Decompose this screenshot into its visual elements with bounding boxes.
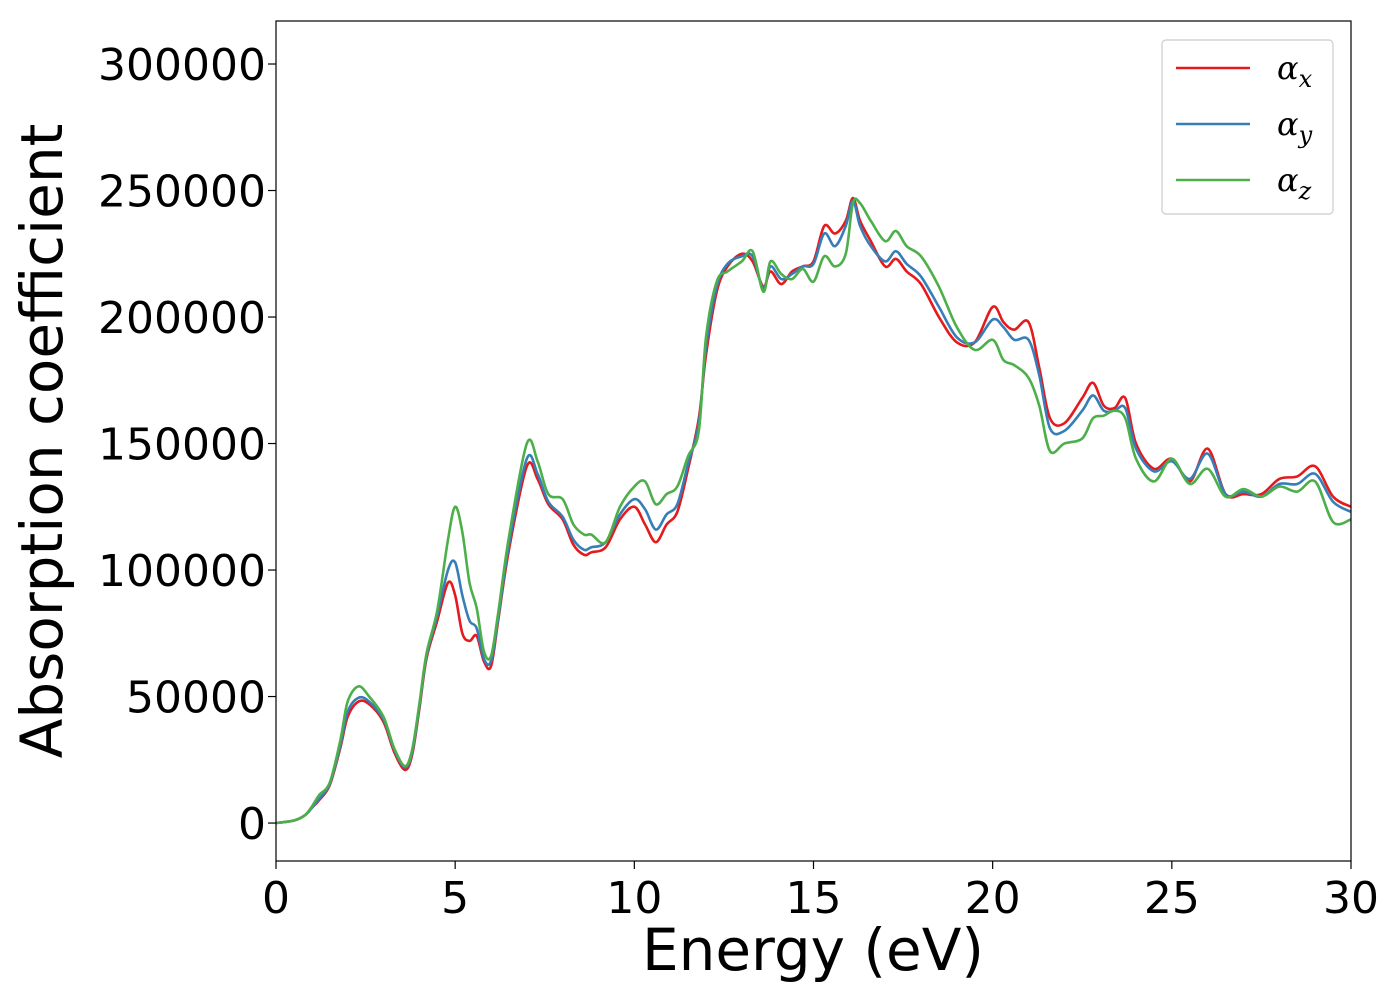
- legend-label-x: αx: [1277, 49, 1313, 93]
- legend-label-z: αz: [1277, 161, 1312, 205]
- y-axis-label: Absorption coefficient: [8, 124, 76, 759]
- x-tick-label: 0: [262, 873, 290, 924]
- x-tick-label: 5: [441, 873, 469, 924]
- x-axis-ticks: 0 5 10 15 20 25 30: [262, 861, 1379, 924]
- series-layer: [276, 196, 1351, 825]
- y-tick-label: 50000: [126, 673, 266, 724]
- x-tick-label: 10: [606, 873, 662, 924]
- series-line-z: [276, 197, 1351, 825]
- x-tick-label: 20: [965, 873, 1021, 924]
- x-tick-label: 30: [1323, 873, 1379, 924]
- y-tick-label: 200000: [98, 293, 266, 344]
- legend: αx αy αz: [1161, 39, 1334, 215]
- legend-label-y: αy: [1277, 105, 1313, 149]
- y-tick-label: 0: [238, 799, 266, 850]
- y-tick-label: 100000: [98, 546, 266, 597]
- y-tick-label: 250000: [98, 167, 266, 218]
- series-line-x: [276, 196, 1351, 825]
- series-line-y: [276, 199, 1351, 825]
- legend-box: [1161, 39, 1334, 215]
- legend-items: αx αy αz: [1176, 49, 1313, 205]
- y-tick-label: 300000: [98, 40, 266, 91]
- x-tick-label: 25: [1144, 873, 1200, 924]
- y-tick-label: 150000: [98, 420, 266, 471]
- x-tick-label: 15: [786, 873, 842, 924]
- y-axis-ticks: 0 50000 100000 150000 200000 250000 300000: [98, 40, 276, 850]
- x-axis-label: Energy (eV): [642, 916, 984, 984]
